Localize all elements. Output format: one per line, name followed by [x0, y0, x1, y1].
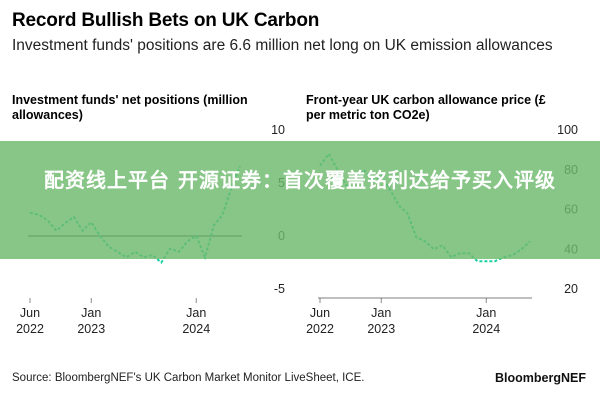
brand-logo: BloombergNEF	[495, 371, 586, 385]
left-y-tick-label: 10	[271, 123, 285, 137]
right-x-tick-month: Jan	[476, 306, 496, 320]
left-x-ticks: Jun 2022 Jan 2023 Jan 2024	[16, 298, 210, 336]
right-x-tick-month: Jun	[310, 306, 330, 320]
page-title: Record Bullish Bets on UK Carbon	[12, 10, 320, 31]
left-x-tick-year: 2022	[16, 322, 44, 336]
right-y-tick-label: 100	[557, 123, 578, 137]
right-x-tick-year: 2023	[367, 322, 395, 336]
left-x-tick-year: 2024	[182, 322, 210, 336]
right-chart-title-line1: Front-year UK carbon allowance price (£	[306, 93, 546, 107]
right-x-tick-year: 2022	[306, 322, 334, 336]
left-x-tick-month: Jan	[81, 306, 101, 320]
left-y-tick-label: -5	[274, 282, 285, 296]
right-y-tick-label: 20	[564, 282, 578, 296]
left-x-tick-month: Jan	[186, 306, 206, 320]
left-x-tick-year: 2023	[77, 322, 105, 336]
right-x-tick-year: 2024	[472, 322, 500, 336]
source-note: Source: BloombergNEF's UK Carbon Market …	[12, 372, 365, 384]
right-chart-title-line2: per metric ton CO2e)	[306, 108, 430, 122]
right-x-tick-month: Jan	[371, 306, 391, 320]
overlay-banner	[0, 141, 600, 259]
left-chart-title-line2: allowances)	[12, 108, 83, 122]
left-chart-title-line1: Investment funds' net positions (million	[12, 93, 248, 107]
page-subtitle: Investment funds' positions are 6.6 mill…	[12, 37, 553, 54]
overlay-banner-text: 配资线上平台 开源证券：首次覆盖铭利达给予买入评级	[44, 168, 556, 192]
left-x-tick-month: Jun	[20, 306, 40, 320]
right-x-ticks: Jun 2022 Jan 2023 Jan 2024	[306, 298, 500, 336]
